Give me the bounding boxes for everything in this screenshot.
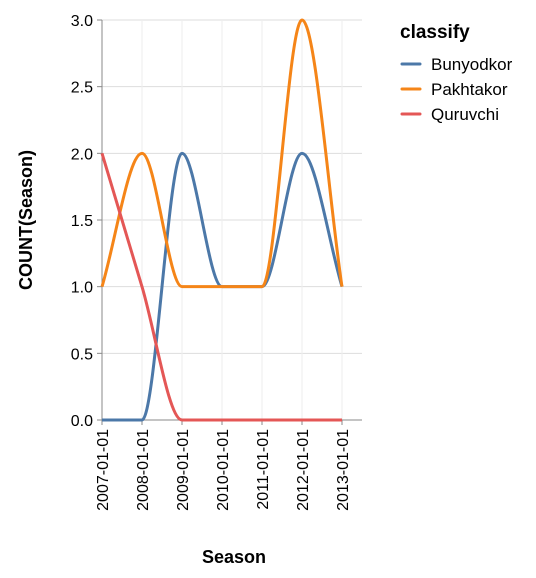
y-tick-label: 1.0 [71, 280, 93, 297]
legend-label: Pakhtakor [431, 80, 508, 99]
series-lines [100, 18, 344, 422]
series-line-quruvchi [100, 152, 342, 422]
x-tick-label: 2010-01-01 [215, 429, 232, 511]
y-tick-label: 0.0 [71, 413, 93, 430]
x-tick-label: 2008-01-01 [135, 429, 152, 511]
x-tick-label: 2009-01-01 [175, 429, 192, 511]
x-axis-title: Season [202, 547, 266, 567]
x-tick-label: 2007-01-01 [95, 429, 112, 511]
legend-label: Bunyodkor [431, 55, 513, 74]
y-axis-title: COUNT(Season) [16, 150, 36, 290]
series-line-pakhtakor [100, 18, 344, 289]
y-axis: 0.0 0.5 1.0 1.5 2.0 2.5 3.0 [71, 13, 103, 430]
legend-title: classify [400, 22, 470, 43]
y-tick-label: 2.5 [71, 80, 93, 97]
legend-label: Quruvchi [431, 105, 499, 124]
series-line-bunyodkor [101, 151, 344, 422]
y-tick-label: 3.0 [71, 13, 93, 30]
gridlines [101, 19, 362, 421]
y-tick-label: 0.5 [71, 346, 93, 363]
x-tick-label: 2011-01-01 [255, 429, 272, 510]
x-tick-label: 2013-01-01 [335, 429, 352, 511]
x-tick-label: 2012-01-01 [295, 429, 312, 511]
y-tick-label: 1.5 [71, 213, 93, 230]
legend: classify Bunyodkor Pakhtakor Quruvchi [400, 22, 513, 124]
y-tick-label: 2.0 [71, 146, 93, 163]
x-axis: 2007-01-01 2008-01-01 2009-01-01 2010-01-01… [95, 419, 362, 511]
